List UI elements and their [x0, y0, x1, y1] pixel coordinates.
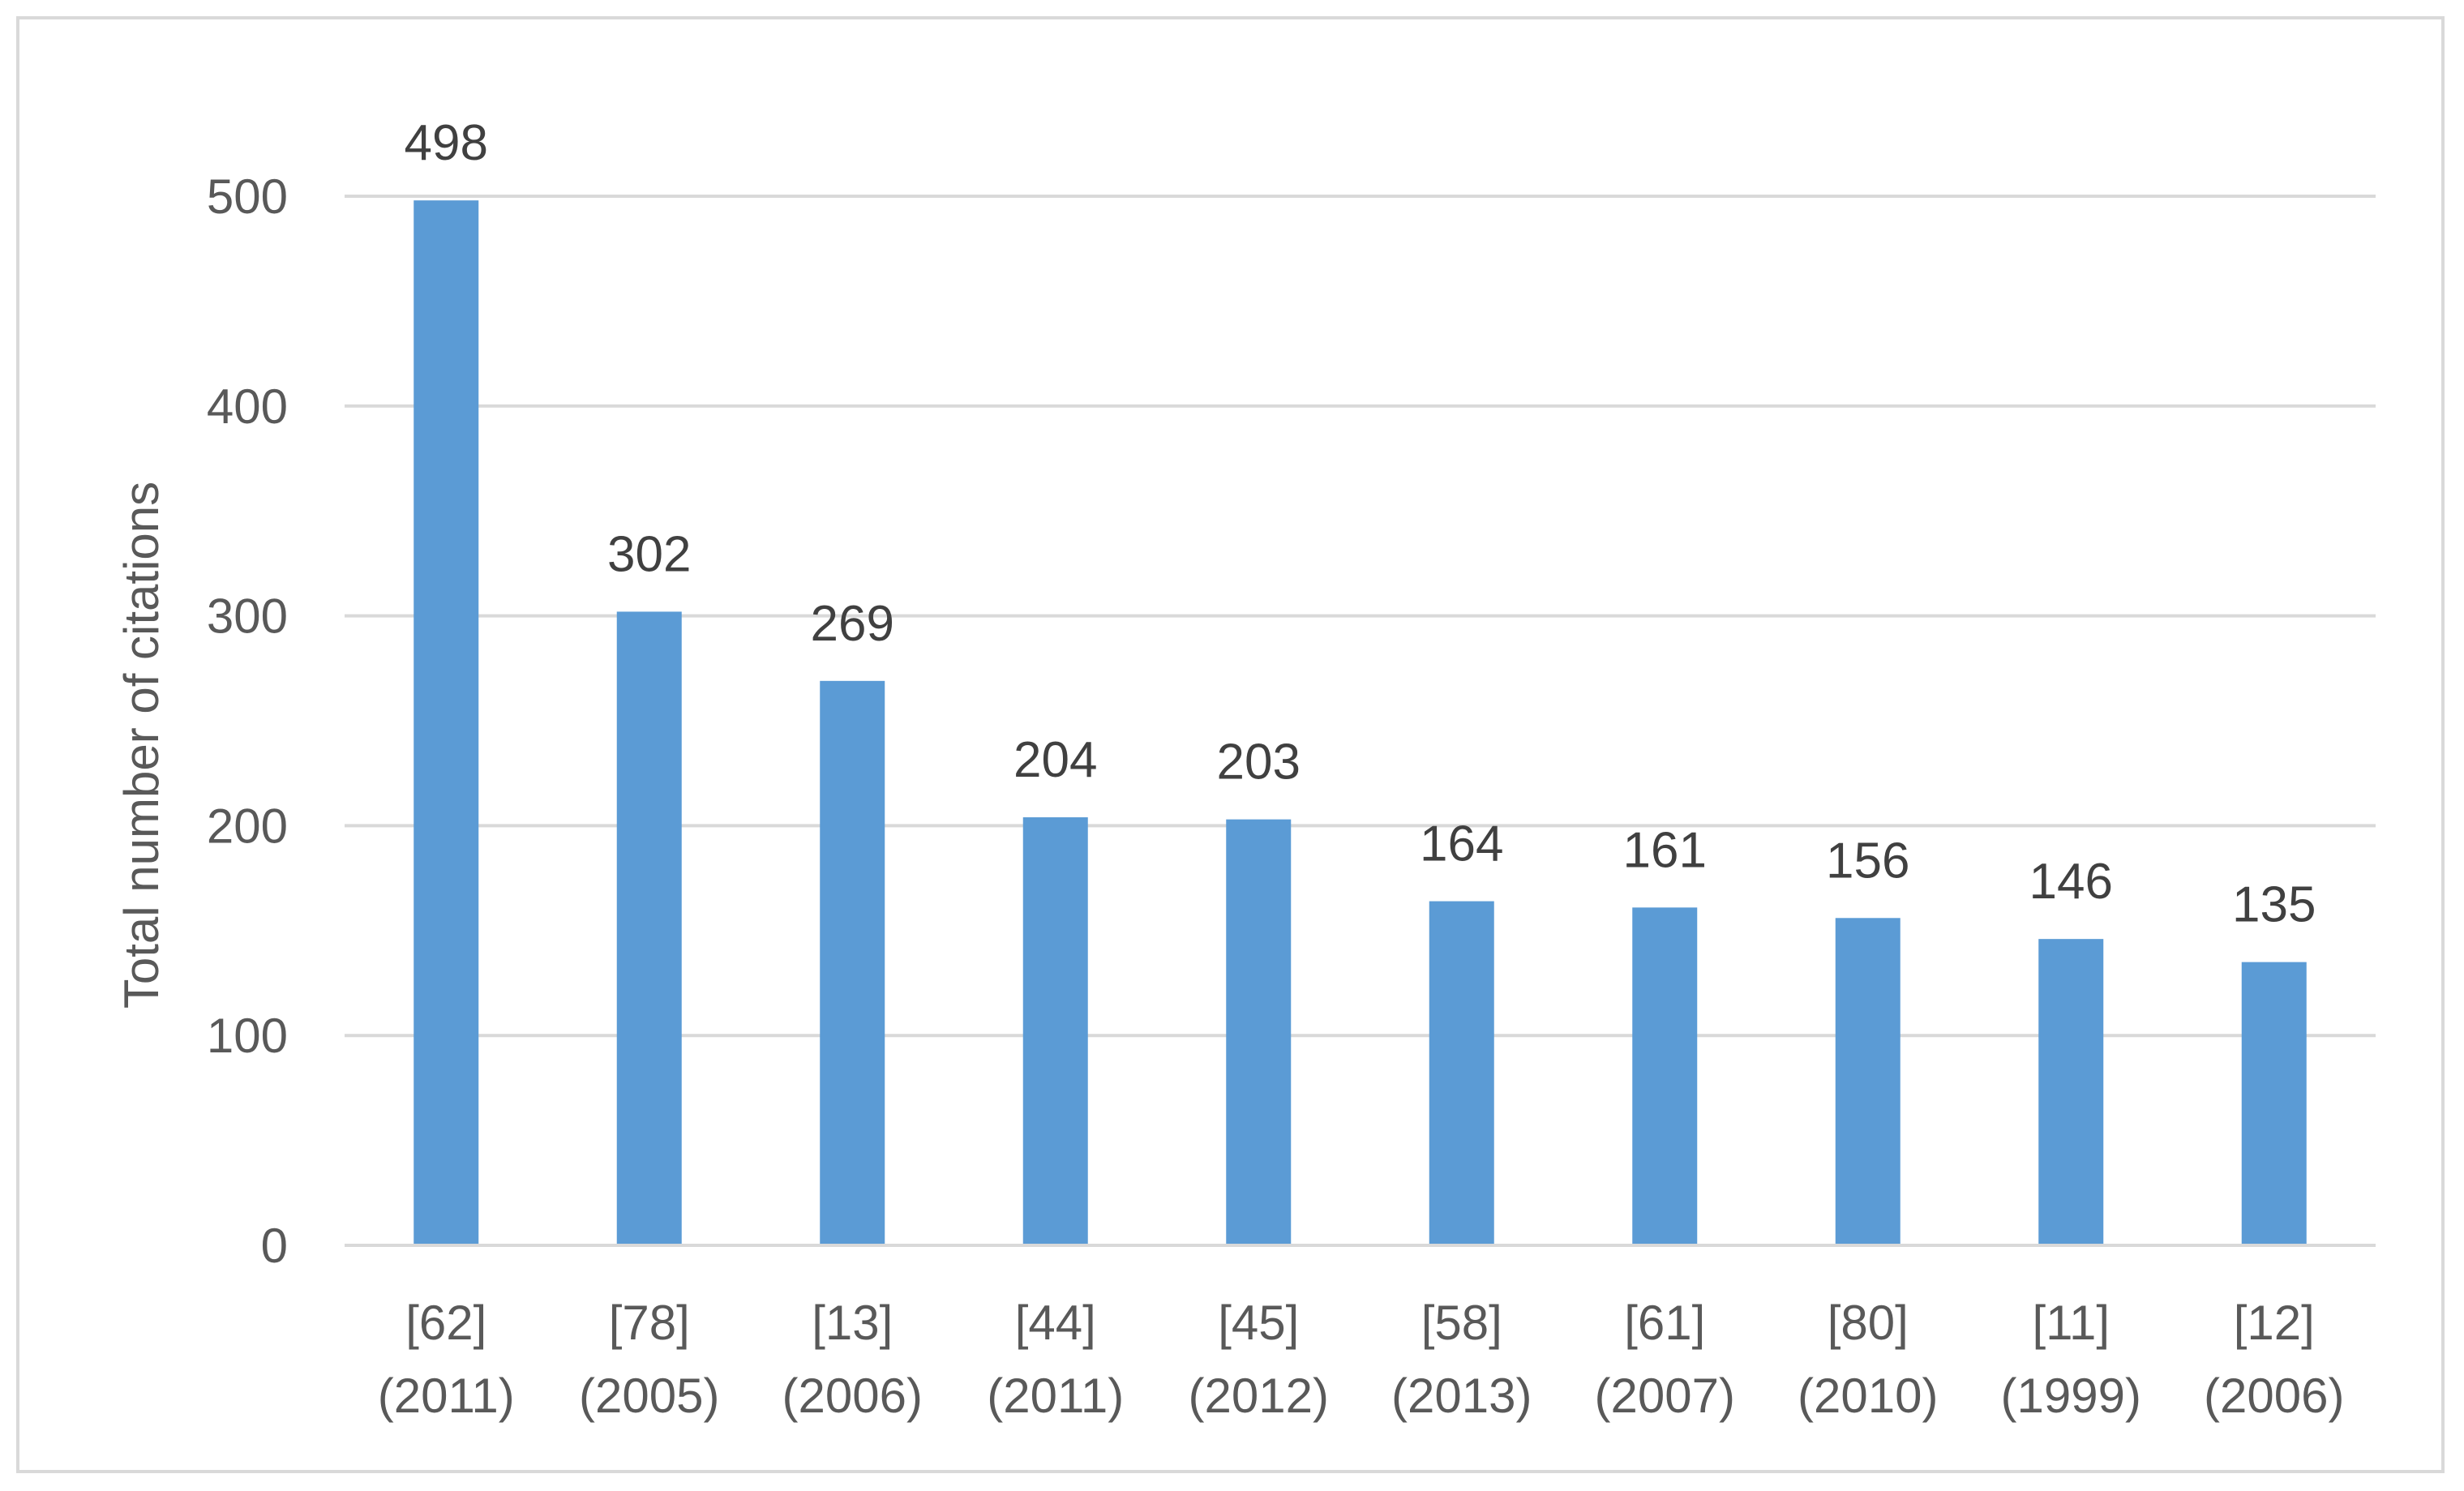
x-tick-label-ref: [80]	[1828, 1296, 1909, 1350]
bar	[1632, 907, 1698, 1245]
bar	[414, 200, 479, 1245]
data-label: 146	[2029, 854, 2113, 910]
x-tick-label-year: (2010)	[1798, 1369, 1938, 1423]
y-tick-label: 200	[207, 799, 288, 853]
x-tick-label-year: (2007)	[1595, 1369, 1735, 1423]
data-label: 498	[405, 115, 488, 171]
x-tick-label-year: (2011)	[378, 1369, 515, 1423]
data-label: 302	[607, 526, 691, 582]
y-tick-label: 400	[207, 379, 288, 434]
x-tick-label-year: (1999)	[2001, 1369, 2141, 1423]
bar	[2241, 962, 2307, 1245]
x-tick-label-ref: [12]	[2234, 1296, 2315, 1350]
x-tick-label-year: (2006)	[2204, 1369, 2344, 1423]
bar	[2038, 939, 2104, 1245]
y-tick-label: 500	[207, 169, 288, 224]
x-tick-label-ref: [13]	[812, 1296, 893, 1350]
y-axis-ticks: 0 100 200 300 400 500	[207, 169, 288, 1273]
bar	[616, 611, 682, 1245]
x-tick-label-ref: [45]	[1218, 1296, 1299, 1350]
y-tick-label: 0	[261, 1219, 288, 1273]
x-tick-label-ref: [58]	[1421, 1296, 1502, 1350]
data-label: 269	[811, 596, 894, 652]
x-tick-label-ref: [78]	[609, 1296, 690, 1350]
x-tick-label-year: (2012)	[1189, 1369, 1329, 1423]
y-tick-label: 300	[207, 589, 288, 644]
bar	[820, 680, 885, 1245]
bar	[1022, 817, 1088, 1245]
bars	[414, 200, 2307, 1245]
data-label: 204	[1013, 732, 1097, 788]
data-labels: 498 302 269 204 203 164 161 156 146 135	[405, 115, 2316, 932]
x-tick-label-ref: [11]	[2032, 1296, 2110, 1350]
x-tick-label-year: (2005)	[579, 1369, 719, 1423]
data-label: 161	[1623, 822, 1707, 878]
x-tick-label-ref: [44]	[1015, 1296, 1096, 1350]
x-tick-label-year: (2011)	[987, 1369, 1124, 1423]
y-tick-label: 100	[207, 1009, 288, 1063]
bar	[1429, 901, 1494, 1245]
x-tick-label-year: (2006)	[782, 1369, 923, 1423]
data-label: 164	[1420, 816, 1503, 872]
bar	[1835, 918, 1900, 1245]
data-label: 203	[1217, 735, 1301, 790]
x-tick-label-ref: [61]	[1624, 1296, 1705, 1350]
x-tick-label-ref: [62]	[405, 1296, 486, 1350]
x-axis-ticks: [62] (2011) [78] (2005) [13] (2006) [44] (2011)…	[378, 1296, 2345, 1423]
data-label: 156	[1826, 833, 1909, 889]
x-tick-label-year: (2013)	[1391, 1369, 1532, 1423]
bar	[1226, 819, 1292, 1245]
data-label: 135	[2232, 877, 2316, 933]
y-axis-title: Total number of citations	[114, 482, 169, 1009]
gridlines	[345, 195, 2376, 1038]
